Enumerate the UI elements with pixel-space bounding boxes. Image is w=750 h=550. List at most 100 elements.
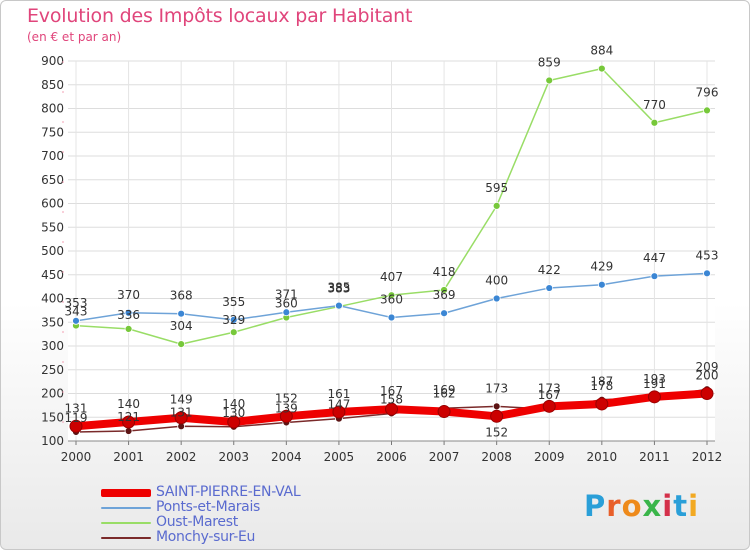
x-tick-label: 2004 bbox=[271, 450, 302, 464]
x-tick-label: 2006 bbox=[376, 450, 407, 464]
data-label: 167 bbox=[380, 384, 403, 398]
data-point bbox=[545, 284, 554, 292]
chart-subtitle: (en € et par an) bbox=[27, 30, 122, 44]
data-label: 193 bbox=[643, 372, 666, 386]
data-label: 770 bbox=[643, 98, 666, 112]
data-point bbox=[440, 286, 448, 294]
legend-label: SAINT-PIERRE-EN-VAL bbox=[156, 484, 301, 500]
x-tick-label: 2012 bbox=[692, 450, 723, 464]
data-label: 336 bbox=[117, 308, 140, 322]
data-label: 329 bbox=[222, 313, 245, 327]
data-point bbox=[177, 309, 186, 318]
data-label: 353 bbox=[65, 296, 88, 310]
legend-label: Ponts-et-Marais bbox=[156, 499, 261, 515]
data-point bbox=[335, 301, 343, 310]
data-label: 400 bbox=[485, 274, 508, 288]
data-label: 149 bbox=[170, 393, 193, 407]
data-point bbox=[332, 405, 346, 419]
data-label: 371 bbox=[275, 287, 298, 301]
data-label: 158 bbox=[380, 392, 403, 406]
data-label: 453 bbox=[696, 248, 719, 262]
y-tick-label: 800 bbox=[41, 102, 64, 116]
data-point bbox=[647, 390, 661, 404]
data-point bbox=[700, 387, 714, 400]
data-label: 407 bbox=[380, 270, 403, 284]
x-tick-label: 2002 bbox=[166, 450, 197, 464]
data-point bbox=[597, 280, 606, 289]
y-tick-label: 550 bbox=[41, 220, 64, 234]
data-label: 370 bbox=[117, 288, 140, 302]
x-tick-label: 2009 bbox=[534, 450, 565, 464]
logo-letter: i bbox=[662, 489, 674, 523]
data-label: 140 bbox=[117, 397, 140, 411]
data-point bbox=[703, 106, 711, 115]
legend-swatch bbox=[101, 507, 151, 509]
legend-label: Monchy-sur-Eu bbox=[156, 529, 256, 545]
x-tick-label: 2000 bbox=[61, 450, 92, 464]
data-point bbox=[122, 415, 136, 429]
proxiti-logo: Proxiti bbox=[584, 489, 699, 523]
data-label: 119 bbox=[65, 411, 88, 425]
data-point bbox=[703, 269, 711, 278]
data-label: 422 bbox=[538, 263, 561, 277]
data-label: 147 bbox=[327, 398, 350, 412]
data-label: 360 bbox=[380, 293, 403, 307]
data-label: 167 bbox=[538, 388, 561, 402]
y-tick-label: 400 bbox=[41, 292, 64, 306]
y-tick-label: 200 bbox=[41, 387, 64, 401]
data-label: 191 bbox=[643, 377, 666, 391]
data-label: 121 bbox=[117, 410, 140, 424]
logo-letter: o bbox=[621, 489, 643, 523]
data-point bbox=[440, 309, 448, 318]
legend-swatch bbox=[101, 522, 151, 524]
data-label: 169 bbox=[433, 383, 456, 397]
data-label: 385 bbox=[327, 281, 350, 295]
data-label: 131 bbox=[65, 401, 88, 415]
data-point bbox=[650, 118, 659, 127]
data-label: 200 bbox=[696, 369, 719, 383]
logo-letter: i bbox=[688, 489, 700, 523]
data-point bbox=[597, 64, 606, 73]
data-label: 355 bbox=[222, 295, 245, 309]
data-label: 884 bbox=[590, 44, 613, 58]
data-label: 360 bbox=[275, 297, 298, 311]
data-point bbox=[124, 308, 133, 317]
x-tick-label: 2005 bbox=[324, 450, 355, 464]
logo-letter: P bbox=[584, 489, 607, 523]
y-tick-label: 750 bbox=[41, 125, 64, 139]
x-tick-label: 2011 bbox=[639, 450, 670, 464]
logo-letter: t bbox=[673, 489, 689, 523]
data-point bbox=[229, 328, 238, 337]
y-tick-label: 100 bbox=[41, 434, 64, 448]
data-point bbox=[174, 411, 188, 425]
y-tick-label: 650 bbox=[41, 173, 64, 187]
data-label: 595 bbox=[485, 181, 508, 195]
data-point bbox=[490, 409, 504, 423]
data-label: 383 bbox=[327, 282, 350, 296]
data-label: 161 bbox=[327, 387, 350, 401]
x-tick-label: 2008 bbox=[481, 450, 512, 464]
data-point bbox=[385, 402, 398, 416]
y-tick-label: 250 bbox=[41, 363, 64, 377]
data-point bbox=[227, 415, 241, 429]
data-label: 418 bbox=[433, 265, 456, 279]
y-tick-label: 900 bbox=[41, 54, 64, 68]
logo-letter: r bbox=[606, 489, 622, 523]
x-tick-label: 2007 bbox=[429, 450, 460, 464]
data-label: 173 bbox=[485, 381, 508, 395]
data-label: 429 bbox=[590, 260, 613, 274]
data-label: 209 bbox=[696, 360, 719, 374]
data-label: 343 bbox=[65, 305, 88, 319]
x-tick-label: 2001 bbox=[113, 450, 144, 464]
chart-title: Evolution des Impôts locaux par Habitant bbox=[27, 5, 413, 27]
data-point bbox=[124, 427, 133, 435]
legend-swatch bbox=[101, 489, 151, 497]
data-point bbox=[279, 409, 293, 423]
y-tick-label: 450 bbox=[41, 268, 64, 282]
data-point bbox=[124, 324, 133, 333]
data-label: 139 bbox=[275, 401, 298, 415]
data-label: 859 bbox=[538, 55, 561, 69]
data-label: 131 bbox=[170, 405, 193, 419]
